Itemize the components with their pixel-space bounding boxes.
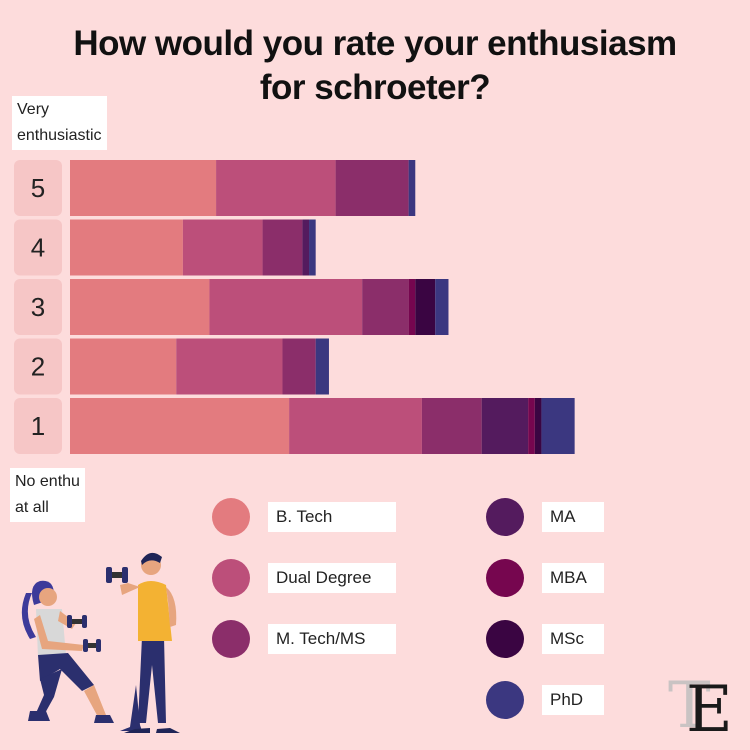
top-scale-note: Very enthusiastic [12,96,107,150]
category-tick-label: 3 [31,292,45,322]
legend-swatch [212,498,250,536]
bar-segment-b-tech [70,338,177,395]
category-tick-label: 2 [31,352,45,382]
category-tick-label: 5 [31,173,45,203]
bar-segment-dual-degree [209,279,363,335]
category-label-box [14,338,62,395]
svg-text:T: T [668,669,711,737]
bottom-scale-note-line-1: No enthu [15,473,80,490]
legend-swatch [486,681,524,719]
category-label-box [14,398,62,454]
dumbbell-icon [83,639,101,652]
bar-segment-phd [309,219,316,276]
bar-segment-b-tech [70,160,217,216]
bar-segment-m-tech-ms [362,279,409,335]
legend-label: MA [542,502,604,532]
bar-segment-dual-degree [182,219,263,276]
bar-segment-m-tech-ms [335,160,409,216]
man-figure [120,552,180,733]
category-tick-label: 4 [31,233,45,263]
brand-logo: T E [668,669,733,737]
legend-swatch [486,498,524,536]
legend-swatch [212,620,250,658]
bar-segment-mba [408,279,416,335]
bar-segment-msc [415,279,436,335]
svg-text:E: E [686,673,733,737]
bar-segment-m-tech-ms [282,338,316,395]
category-tick-label: 1 [31,411,45,441]
bar-segment-dual-degree [289,398,422,454]
fitness-illustration [21,552,180,733]
bar-segment-m-tech-ms [262,219,303,276]
bar-segment-dual-degree [216,160,336,216]
bar-segment-b-tech [70,219,183,276]
bar-segment-phd [435,279,449,335]
top-scale-note-line-2: enthusiastic [17,127,102,144]
category-label-box [14,279,62,335]
woman-figure [21,580,114,723]
legend-label: MBA [542,563,604,593]
category-label-box [14,160,62,216]
bar-segment-dual-degree [176,338,283,395]
legend-swatch [486,559,524,597]
bar-segment-phd [541,398,575,454]
bar-segment-b-tech [70,398,290,454]
bar-segment-mba [528,398,535,454]
bottom-scale-note-line-2: at all [15,499,49,516]
legend-swatch [212,559,250,597]
dumbbell-icon [106,567,128,583]
bar-segment-ma [302,219,310,276]
legend-label: PhD [542,685,604,715]
chart-title-line-1: How would you rate your enthusiasm [73,24,677,63]
legend-label: M. Tech/MS [268,624,396,654]
legend-swatch [486,620,524,658]
legend-label: MSc [542,624,604,654]
category-label-box [14,219,62,276]
bar-segment-phd [315,338,329,395]
bar-segment-ma [481,398,529,454]
legend-label: Dual Degree [268,563,396,593]
chart-title: How would you rate your enthusiasm for s… [0,22,750,110]
legend-label: B. Tech [268,502,396,532]
bar-segment-phd [408,160,416,216]
chart-title-line-2: for schroeter? [259,68,491,107]
dumbbell-icon [67,615,87,628]
bar-segment-m-tech-ms [421,398,482,454]
bottom-scale-note: No enthu at all [10,468,85,522]
bar-segment-b-tech [70,279,210,335]
top-scale-note-line-1: Very [17,101,50,118]
bar-segment-msc [534,398,542,454]
